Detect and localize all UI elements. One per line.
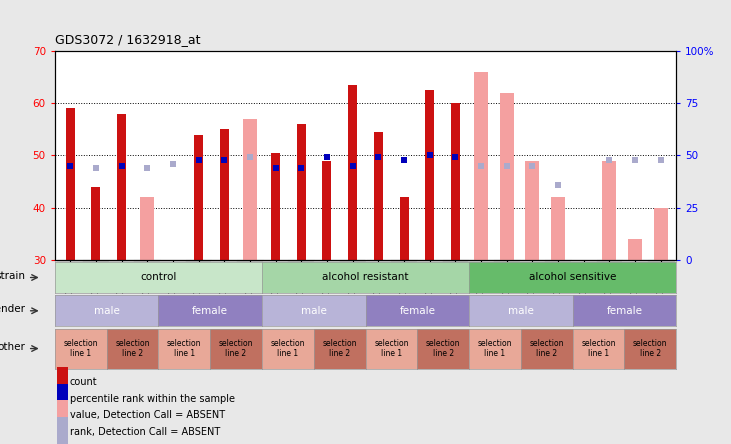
Bar	[211, 260, 237, 262]
Text: selection
line 1: selection line 1	[477, 339, 512, 358]
Bar	[654, 207, 668, 260]
Text: alcohol resistant: alcohol resistant	[322, 273, 409, 282]
FancyBboxPatch shape	[57, 400, 68, 437]
Bar	[83, 260, 109, 262]
Text: percentile rank within the sample: percentile rank within the sample	[69, 394, 235, 404]
FancyBboxPatch shape	[57, 384, 68, 420]
Bar	[117, 114, 126, 260]
FancyBboxPatch shape	[57, 417, 68, 444]
Bar	[545, 260, 571, 262]
Text: selection
line 2: selection line 2	[219, 339, 254, 358]
Text: gender: gender	[0, 304, 26, 314]
Bar	[91, 186, 100, 260]
Bar	[500, 93, 514, 260]
Text: GDS3072 / 1632918_at: GDS3072 / 1632918_at	[55, 33, 200, 46]
Bar	[602, 161, 616, 260]
Text: selection
line 1: selection line 1	[167, 339, 202, 358]
Bar	[220, 129, 229, 260]
Bar	[526, 161, 539, 260]
Bar	[271, 153, 280, 260]
Bar	[66, 108, 75, 260]
Bar	[289, 260, 314, 262]
Text: female: female	[607, 306, 643, 316]
Text: male: male	[94, 306, 120, 316]
Text: selection
line 2: selection line 2	[426, 339, 461, 358]
Bar	[425, 90, 434, 260]
Bar	[628, 239, 642, 260]
Bar	[140, 197, 154, 260]
Bar	[194, 135, 203, 260]
Text: selection
line 2: selection line 2	[633, 339, 667, 358]
Bar	[297, 124, 306, 260]
Text: count: count	[69, 377, 97, 387]
Text: selection
line 2: selection line 2	[529, 339, 564, 358]
Bar	[322, 161, 331, 260]
Text: value, Detection Call = ABSENT: value, Detection Call = ABSENT	[69, 410, 225, 420]
Text: male: male	[300, 306, 327, 316]
Text: other: other	[0, 341, 26, 352]
Bar	[237, 260, 263, 262]
Bar	[58, 260, 83, 262]
Bar	[366, 260, 391, 262]
Bar	[135, 260, 160, 262]
Text: female: female	[399, 306, 435, 316]
Bar	[391, 260, 417, 262]
Text: selection
line 1: selection line 1	[270, 339, 305, 358]
Text: selection
line 1: selection line 1	[64, 339, 98, 358]
Text: strain: strain	[0, 271, 26, 281]
Bar	[596, 260, 622, 262]
Bar	[263, 260, 289, 262]
Text: female: female	[192, 306, 228, 316]
Bar	[340, 260, 366, 262]
Text: control: control	[140, 273, 177, 282]
Bar	[474, 72, 488, 260]
Bar	[314, 260, 340, 262]
Bar	[571, 260, 596, 262]
Bar	[451, 103, 460, 260]
Text: selection
line 1: selection line 1	[374, 339, 409, 358]
Bar	[160, 260, 186, 262]
Bar	[243, 119, 257, 260]
Text: selection
line 2: selection line 2	[115, 339, 150, 358]
Bar	[109, 260, 135, 262]
Text: selection
line 1: selection line 1	[581, 339, 616, 358]
Bar	[520, 260, 545, 262]
Bar	[374, 132, 383, 260]
Bar	[551, 197, 565, 260]
Bar	[494, 260, 520, 262]
Bar	[400, 197, 409, 260]
Text: alcohol sensitive: alcohol sensitive	[529, 273, 616, 282]
Text: rank, Detection Call = ABSENT: rank, Detection Call = ABSENT	[69, 427, 220, 437]
Bar	[622, 260, 648, 262]
Text: male: male	[508, 306, 534, 316]
Bar	[417, 260, 442, 262]
Bar	[468, 260, 494, 262]
FancyBboxPatch shape	[57, 367, 68, 404]
Bar	[186, 260, 211, 262]
Text: selection
line 2: selection line 2	[322, 339, 357, 358]
Bar	[648, 260, 673, 262]
Bar	[442, 260, 468, 262]
Bar	[348, 85, 357, 260]
